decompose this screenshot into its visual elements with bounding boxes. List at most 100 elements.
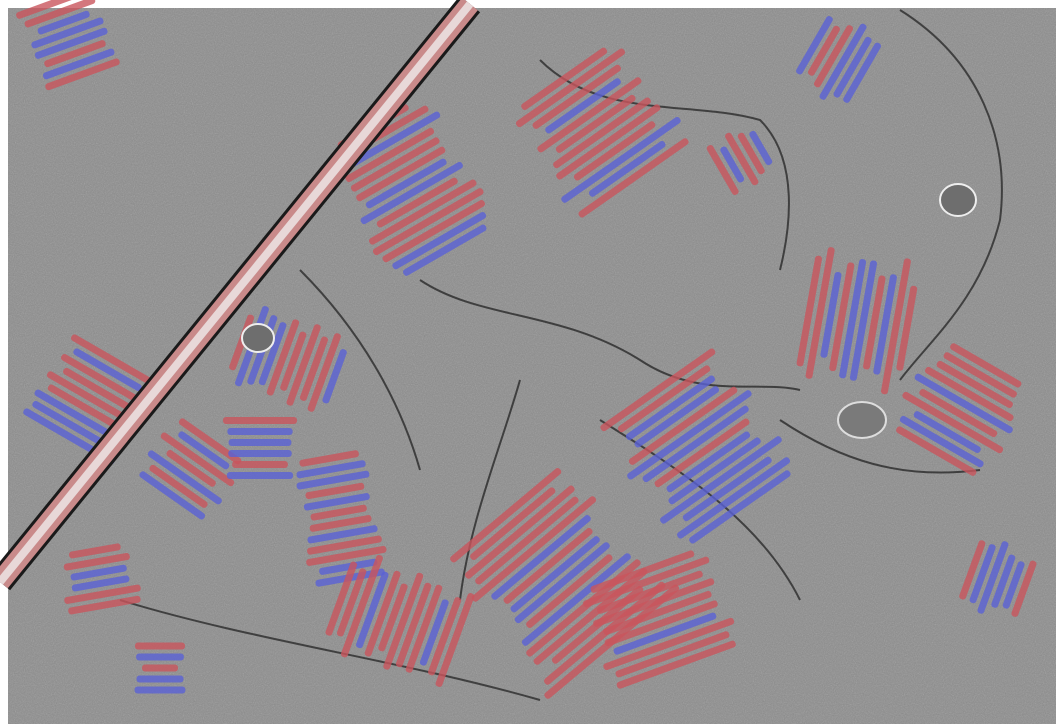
stripe — [896, 285, 918, 371]
stripe — [521, 553, 631, 646]
stripe — [475, 496, 579, 585]
stripe — [364, 570, 401, 657]
stripe — [796, 255, 822, 367]
field — [896, 343, 1022, 476]
ridge — [299, 269, 421, 471]
stripe — [829, 262, 855, 372]
stripe — [919, 388, 998, 438]
stripe — [37, 10, 90, 35]
stripe — [141, 664, 179, 672]
stripe — [902, 391, 1004, 454]
field — [16, 0, 120, 91]
stripe — [160, 432, 235, 487]
stripe — [532, 64, 622, 129]
stripe — [365, 158, 447, 209]
stripe — [16, 0, 97, 19]
stripe — [228, 450, 292, 457]
stripe — [307, 333, 341, 412]
stripe — [634, 386, 720, 448]
stripe — [833, 36, 872, 98]
stripe — [604, 600, 718, 647]
stripe — [134, 642, 186, 650]
stripe — [70, 564, 127, 581]
stripe — [166, 449, 216, 487]
stripe — [625, 375, 716, 441]
stripe — [63, 553, 130, 571]
stripe — [720, 146, 745, 183]
stripe — [356, 571, 389, 649]
stripe — [34, 389, 126, 446]
stripe — [843, 42, 882, 103]
stripe — [666, 431, 751, 493]
stripe — [470, 487, 556, 561]
stripe — [395, 582, 432, 668]
stripe — [435, 593, 475, 687]
stripe — [677, 457, 791, 539]
field — [583, 550, 736, 689]
field — [796, 16, 882, 103]
stripe — [296, 470, 370, 490]
stripe — [258, 322, 287, 386]
stripe — [936, 360, 1013, 409]
stripe — [654, 418, 750, 488]
stripe — [319, 558, 378, 575]
stripe — [521, 47, 608, 111]
stripe — [356, 146, 446, 202]
stripe — [296, 460, 366, 479]
pond — [939, 183, 977, 217]
stripe — [149, 464, 208, 508]
stripe — [596, 570, 703, 614]
stripe — [600, 348, 716, 432]
stripe — [46, 371, 136, 426]
stripe — [32, 400, 117, 453]
ridge — [779, 419, 981, 474]
field — [134, 642, 186, 694]
stripe — [819, 23, 867, 100]
stripe — [266, 319, 300, 396]
stripe — [899, 415, 984, 468]
stripe — [336, 568, 367, 637]
stripe — [222, 417, 298, 424]
stripe — [615, 631, 730, 678]
stripe — [70, 334, 156, 386]
stripe — [737, 132, 765, 175]
stripe — [419, 599, 449, 666]
stripe — [280, 331, 307, 391]
stripe — [136, 653, 184, 661]
stripe — [392, 212, 487, 270]
stripe — [24, 0, 96, 28]
stripe — [307, 525, 378, 544]
stripe — [660, 436, 782, 524]
pond — [837, 401, 887, 439]
stripe — [403, 224, 487, 276]
stripe — [368, 179, 477, 245]
stripe — [42, 48, 115, 80]
stripe — [805, 247, 835, 379]
stripe — [617, 365, 711, 433]
ridge — [419, 279, 801, 391]
stripe — [503, 527, 593, 604]
ponds — [241, 183, 977, 439]
stripe — [73, 348, 142, 392]
stripe — [305, 482, 365, 500]
stripe — [464, 485, 575, 579]
stripe — [573, 121, 656, 181]
stripe — [68, 543, 121, 559]
stripe — [428, 597, 462, 676]
highway — [0, 0, 481, 591]
stripe — [232, 461, 288, 468]
stripe — [471, 496, 597, 602]
ridge — [119, 599, 541, 701]
stripe — [914, 373, 1013, 434]
stripe — [228, 439, 292, 446]
highway-surface — [0, 1, 474, 585]
stripe — [60, 353, 144, 405]
stripe — [537, 77, 642, 153]
stripe — [491, 515, 591, 600]
stripe — [299, 336, 328, 401]
stripe — [134, 686, 186, 694]
stripe — [873, 274, 897, 375]
stripe — [863, 275, 886, 370]
stripe — [45, 58, 120, 91]
stripe — [286, 324, 321, 406]
